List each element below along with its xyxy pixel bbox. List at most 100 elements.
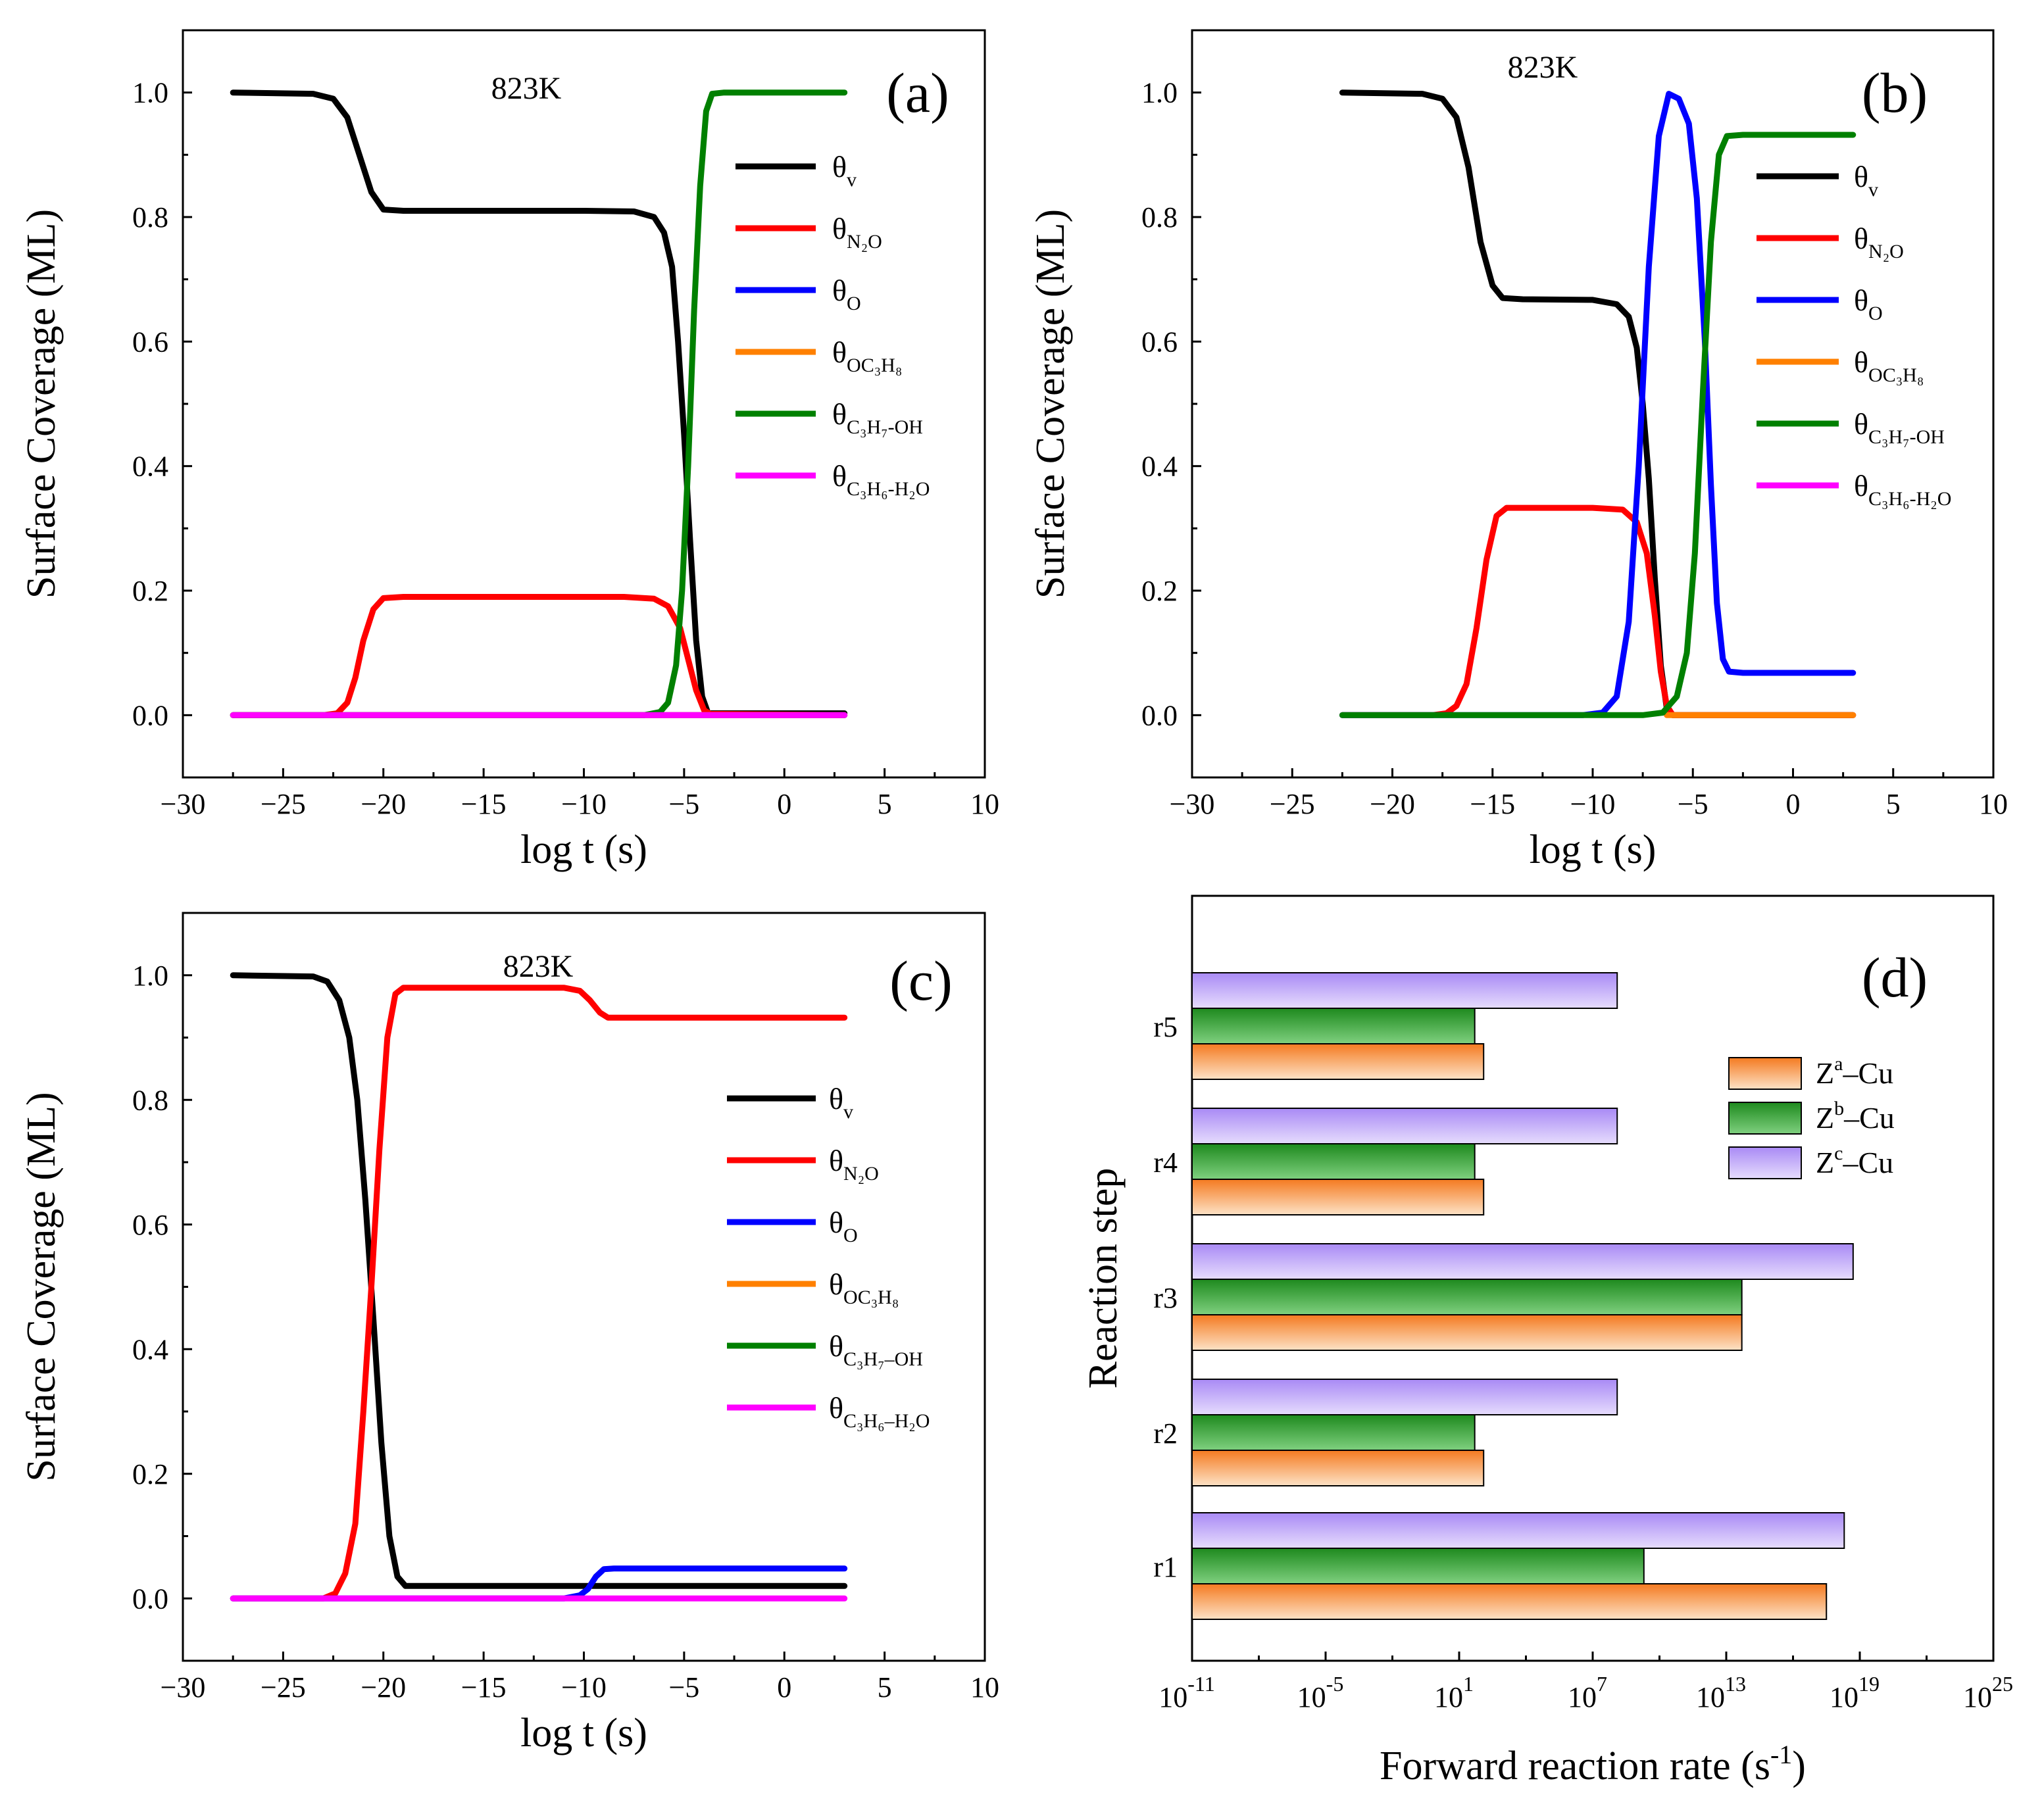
y-tick-label: 0.6 [132, 1209, 168, 1241]
bar-r1-series-2 [1191, 1512, 1845, 1549]
bar-r3-series-2 [1191, 1243, 1854, 1280]
legend-label: θv [832, 150, 857, 191]
x-tick-label: −30 [1170, 788, 1215, 820]
legend-subscript: v [1868, 179, 1878, 201]
x-tick-label: −25 [261, 788, 306, 820]
legend-symbol: θ [832, 397, 847, 431]
x-tick-label: −15 [1470, 788, 1515, 820]
legend-base: Z [1816, 1101, 1834, 1135]
legend-base: Z [1816, 1146, 1834, 1179]
x-tick-label: −5 [668, 1671, 699, 1704]
panel-b-line-chart: −30 −25 −20 −15 −10 −5 0 5 10 0.0 0.2 0.4 0.6 0.8 1.0 l… [1028, 29, 2008, 872]
x-tick-label: 5 [878, 788, 892, 820]
series-line-2 [1339, 91, 1857, 718]
legend-base: Z [1816, 1056, 1834, 1090]
series-line-1 [230, 594, 848, 718]
legend-symbol: θ [832, 274, 847, 307]
legend-label: θN₂O [1854, 222, 1904, 262]
y-axis-title: Surface Coverage (ML) [1028, 209, 1073, 599]
y-axis-title: Reaction step [1081, 1168, 1126, 1389]
legend-label: θOC₃H₈ [1854, 345, 1924, 386]
x-axis-title: log t (s) [1530, 827, 1657, 872]
y-tick-label: 0.6 [1141, 326, 1178, 358]
series-line-0 [1339, 89, 1857, 718]
x-tick-label: −10 [561, 788, 607, 820]
panel-label: (d) [1862, 946, 1928, 1009]
legend-sup: b [1834, 1098, 1844, 1119]
bar-r3-series-0 [1191, 1314, 1743, 1351]
tick-exponent: 13 [1725, 1672, 1746, 1696]
legend-subscript: O [1868, 303, 1883, 324]
y-tick-label: 0.8 [132, 1084, 168, 1116]
tick-exponent: -11 [1187, 1672, 1214, 1696]
legend-label: θO [1854, 283, 1883, 324]
x-axis-title: log t (s) [520, 827, 647, 872]
y-tick-label: 0.0 [132, 1582, 168, 1615]
legend-label: θO [829, 1206, 858, 1246]
x-tick-label: −25 [261, 1671, 306, 1704]
x-tick-label: −30 [161, 788, 206, 820]
legend-symbol: θ [829, 1144, 843, 1177]
x-tick-label: 1013 [1696, 1672, 1746, 1713]
y-tick-label: 0.0 [1141, 699, 1178, 731]
x-tick-label: −5 [668, 788, 699, 820]
legend-swatch [1728, 1057, 1802, 1090]
x-tick-label: −20 [1370, 788, 1415, 820]
legend-sup: c [1834, 1142, 1843, 1164]
tick-base: 10 [1963, 1681, 1992, 1713]
legend-symbol: θ [1854, 222, 1868, 255]
y-tick-label: 0.8 [132, 201, 168, 233]
legend-label: θC₃H₇-OH [832, 397, 923, 438]
x-tick-label: 10 [970, 1671, 999, 1704]
x-tick-label: −20 [361, 788, 406, 820]
bar-r1-series-1 [1191, 1548, 1645, 1584]
bar-r2-series-2 [1191, 1379, 1618, 1415]
legend-symbol: θ [832, 150, 847, 184]
y-tick-label: 1.0 [132, 77, 168, 109]
x-axis-title-main: Forward reaction rate (s [1380, 1744, 1770, 1788]
legend-swatch [1728, 1146, 1802, 1179]
series-line-4 [230, 89, 848, 718]
x-tick-label: 1019 [1830, 1672, 1880, 1713]
y-tick-label: 1.0 [1141, 77, 1178, 109]
tick-exponent: 7 [1597, 1672, 1607, 1696]
x-tick-label: −10 [1570, 788, 1616, 820]
bar-r3-series-1 [1191, 1279, 1743, 1315]
bar-r2-series-0 [1191, 1450, 1485, 1486]
y-tick-label: 0.4 [132, 451, 168, 483]
legend-subscript: N₂O [847, 231, 882, 253]
y-axis-title: Surface Coverage (ML) [19, 209, 64, 599]
tick-base: 10 [1696, 1681, 1725, 1713]
x-axis-title-close: ) [1792, 1744, 1806, 1788]
legend-symbol: θ [1854, 345, 1868, 379]
legend-label: θv [829, 1082, 853, 1123]
x-tick-label: 0 [777, 1671, 791, 1704]
plot-frame [182, 29, 986, 779]
legend-subscript: C₃H₆-H₂O [1868, 488, 1951, 510]
x-tick-label: −5 [1678, 788, 1708, 820]
series-line-0 [230, 972, 848, 1589]
series-line-4 [1339, 132, 1857, 718]
x-tick-label: −25 [1270, 788, 1315, 820]
bar-r1-series-0 [1191, 1583, 1828, 1620]
y-tick-label: 0.8 [1141, 201, 1178, 233]
series-line-1 [230, 985, 848, 1602]
legend-subscript: C₃H₇–OH [843, 1348, 923, 1370]
tick-base: 10 [1830, 1681, 1858, 1713]
series-line-0 [230, 89, 848, 716]
legend-label: θv [1854, 160, 1878, 201]
bar-r5-series-1 [1191, 1008, 1476, 1044]
legend-symbol: θ [832, 335, 847, 369]
y-tick-label: 1.0 [132, 960, 168, 992]
panel-label: (b) [1862, 61, 1928, 124]
x-tick-label: 5 [1886, 788, 1901, 820]
tick-exponent: 19 [1858, 1672, 1880, 1696]
x-tick-label: 10 [1979, 788, 2008, 820]
legend-label: θC₃H₆-H₂O [1854, 469, 1951, 510]
tick-base: 10 [1568, 1681, 1597, 1713]
y-tick-label: 0.2 [132, 1458, 168, 1490]
legend-swatch [1728, 1102, 1802, 1135]
panel-a-line-chart: −30 −25 −20 −15 −10 −5 0 5 10 0.0 0.2 0.4 0.6 0.8 1.0 l… [19, 29, 999, 872]
legend-subscript: OC₃H₈ [847, 355, 902, 376]
